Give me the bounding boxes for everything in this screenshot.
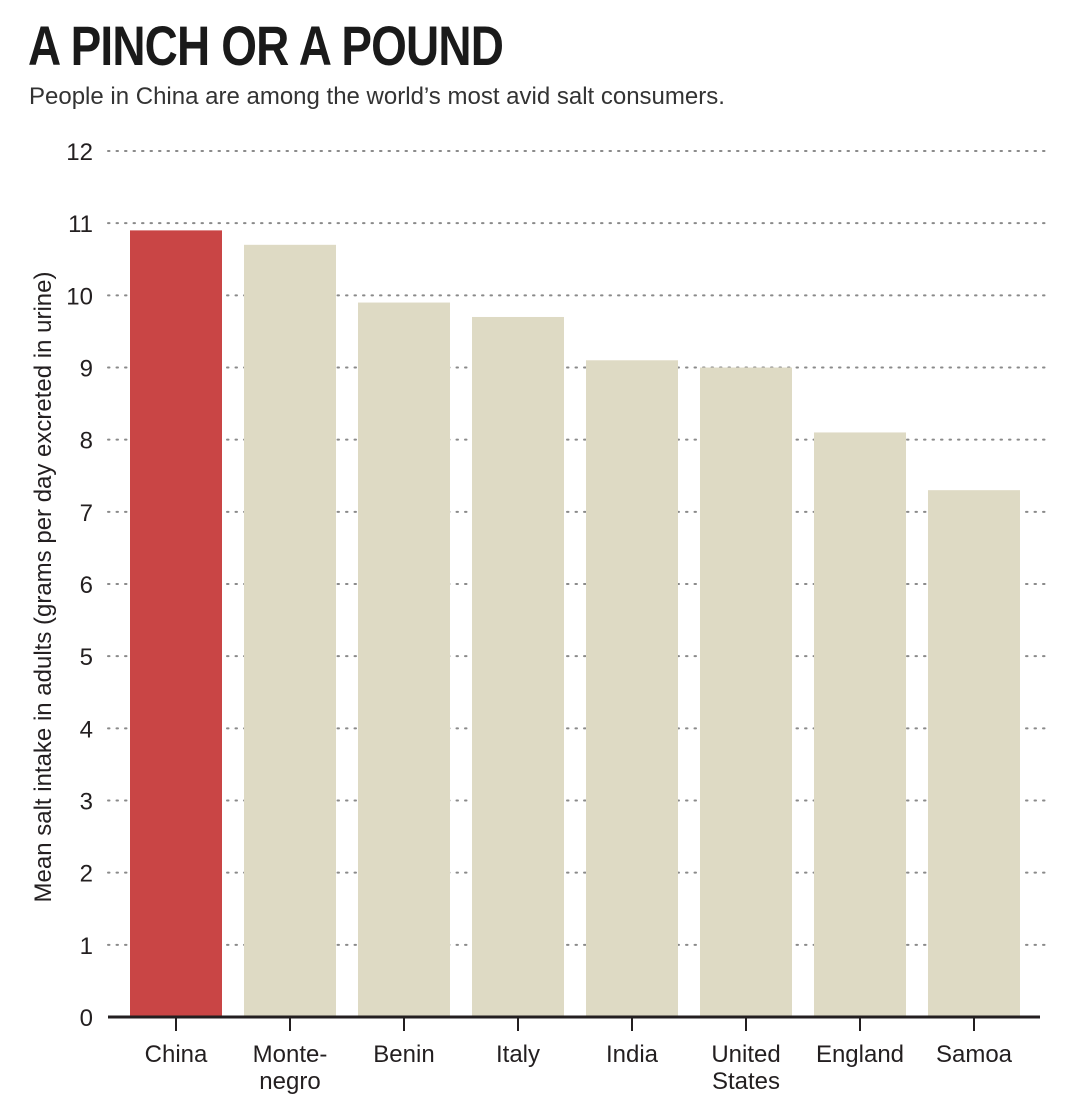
y-tick-label: 12 — [66, 139, 93, 166]
x-tick-label: India — [606, 1041, 659, 1068]
y-tick-label: 3 — [80, 789, 93, 816]
chart-subtitle: People in China are among the world’s mo… — [29, 83, 725, 110]
x-tick-label: United States — [711, 1041, 780, 1095]
y-tick-label: 10 — [66, 283, 93, 310]
bar — [814, 432, 906, 1017]
y-tick-label: 7 — [80, 500, 93, 527]
y-tick-label: 8 — [80, 428, 93, 455]
y-tick-label: 9 — [80, 356, 93, 383]
x-tick-label: Benin — [373, 1041, 434, 1068]
bar — [472, 316, 564, 1017]
bar — [130, 230, 222, 1018]
x-tick-label: Italy — [496, 1041, 540, 1068]
y-tick-label: 2 — [80, 861, 93, 888]
y-tick-label: 5 — [80, 644, 93, 671]
y-tick-label: 0 — [80, 1005, 93, 1032]
x-tick-label: Samoa — [936, 1041, 1013, 1068]
x-tick-label: Monte-negro — [253, 1041, 328, 1095]
y-tick-label: 1 — [80, 933, 93, 960]
y-tick-label: 6 — [80, 572, 93, 599]
bar — [358, 302, 450, 1017]
bar — [244, 244, 336, 1018]
chart-title: A PINCH OR A POUND — [28, 14, 504, 77]
bars — [130, 230, 1020, 1018]
y-tick-label: 11 — [68, 211, 93, 238]
x-tick-label: China — [145, 1041, 208, 1068]
bar — [700, 367, 792, 1017]
bar — [586, 360, 678, 1017]
y-tick-label: 4 — [80, 716, 93, 743]
x-tick-label: England — [816, 1041, 904, 1068]
bar — [928, 490, 1020, 1017]
y-axis-label: Mean salt intake in adults (grams per da… — [30, 272, 57, 903]
